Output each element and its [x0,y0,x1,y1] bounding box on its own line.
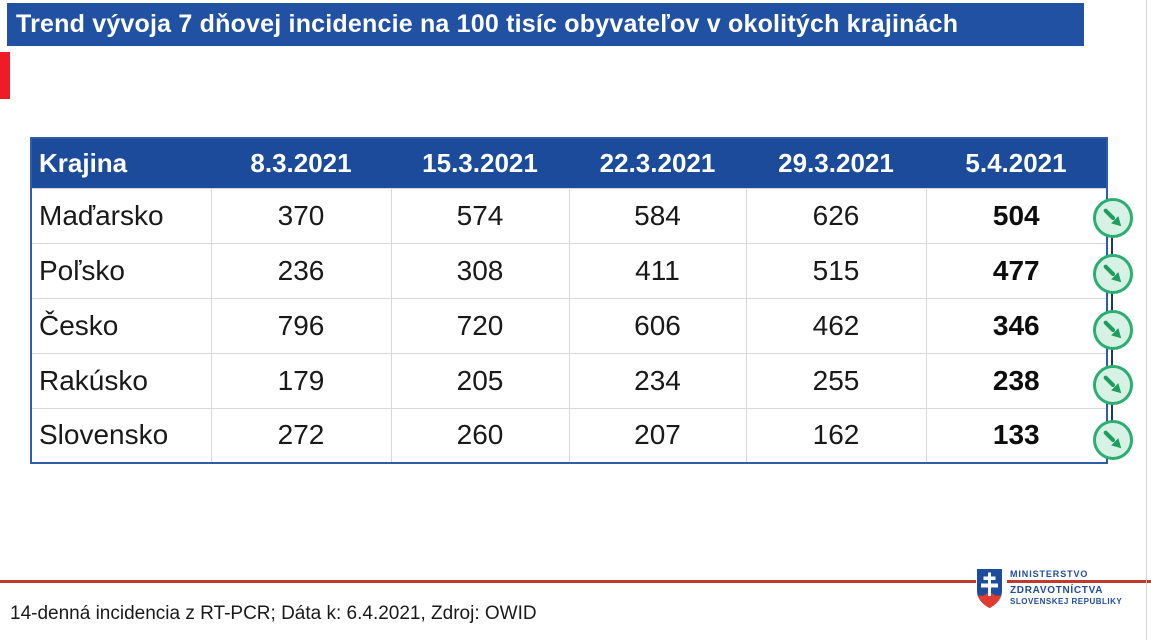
arrow-down-right-icon [1103,264,1122,283]
latest-value-cell: 238 [925,352,1108,409]
value-cell: 162 [745,407,927,464]
column-header-country: Krajina [31,138,211,188]
country-cell: Poľsko [30,242,212,299]
arrow-down-right-icon [1103,430,1122,449]
value-cell: 720 [390,297,570,354]
value-cell: 255 [745,352,927,409]
slide-right-edge [1146,0,1147,640]
value-cell: 179 [210,352,392,409]
red-divider-line-left [0,580,976,583]
value-cell: 411 [568,242,747,299]
trend-down-badge [1093,420,1133,460]
column-header-date-5: 5.4.2021 [926,138,1107,188]
value-cell: 370 [210,187,392,244]
country-cell: Česko [30,297,212,354]
value-cell: 207 [568,407,747,464]
page-title: Trend vývoja 7 dňovej incidencie na 100 … [7,3,1084,46]
country-cell: Rakúsko [30,352,212,409]
value-cell: 796 [210,297,392,354]
red-divider-line-right [1007,580,1151,583]
value-cell: 584 [568,187,747,244]
latest-value-cell: 504 [925,187,1108,244]
value-cell: 606 [568,297,747,354]
source-footnote: 14-denná incidencia z RT-PCR; Dáta k: 6.… [10,603,537,624]
value-cell: 515 [745,242,927,299]
incidence-table-wrap: Krajina 8.3.2021 15.3.2021 22.3.2021 29.… [30,137,1108,464]
country-cell: Slovensko [30,407,212,464]
value-cell: 574 [390,187,570,244]
table-row: Poľsko 236 308 411 515 477 [30,242,1108,299]
value-cell: 205 [390,352,570,409]
value-cell: 308 [390,242,570,299]
latest-value-cell: 133 [925,407,1108,464]
arrow-down-right-icon [1103,320,1122,339]
value-cell: 462 [745,297,927,354]
trend-down-badge [1093,198,1133,238]
table-header-row: Krajina 8.3.2021 15.3.2021 22.3.2021 29.… [31,138,1107,188]
country-cell: Maďarsko [30,187,212,244]
arrow-down-right-icon [1103,208,1122,227]
table-row: Rakúsko 179 205 234 255 238 [30,352,1108,409]
table-row: Česko 796 720 606 462 346 [30,297,1108,354]
value-cell: 234 [568,352,747,409]
column-header-date-1: 8.3.2021 [211,138,391,188]
ministry-name-line1: MINISTERSTVO [1010,569,1089,579]
ministry-name-line3: SLOVENSKEJ REPUBLIKY [1010,597,1123,606]
value-cell: 272 [210,407,392,464]
column-header-date-2: 15.3.2021 [391,138,569,188]
red-accent-bar [0,52,10,99]
table-row: Slovensko 272 260 207 162 133 [30,407,1108,464]
latest-value-cell: 477 [925,242,1108,299]
value-cell: 236 [210,242,392,299]
incidence-table: Krajina 8.3.2021 15.3.2021 22.3.2021 29.… [30,137,1108,464]
column-header-date-4: 29.3.2021 [746,138,926,188]
trend-down-badge [1093,310,1133,350]
trend-down-badge [1093,365,1133,405]
column-header-date-3: 22.3.2021 [569,138,746,188]
value-cell: 260 [390,407,570,464]
table-row: Maďarsko 370 574 584 626 504 [30,187,1108,244]
slovak-coat-of-arms-icon [977,569,1002,608]
trend-down-badge [1093,254,1133,294]
arrow-down-right-icon [1103,375,1122,394]
latest-value-cell: 346 [925,297,1108,354]
ministry-name-line2: ZDRAVOTNÍCTVA [1010,585,1104,596]
value-cell: 626 [745,187,927,244]
